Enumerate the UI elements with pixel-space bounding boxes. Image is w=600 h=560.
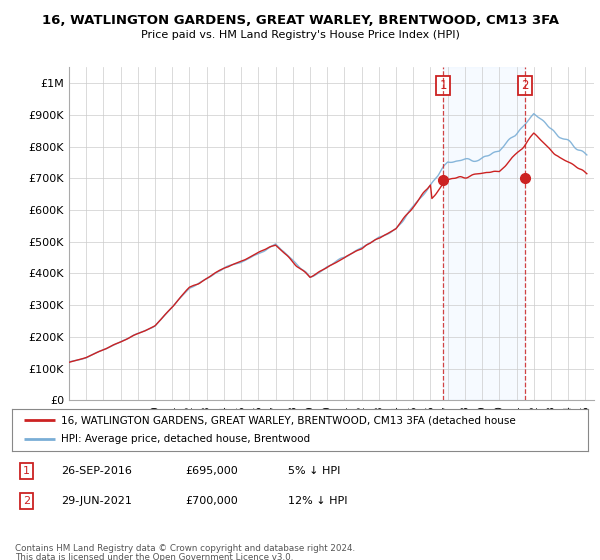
Text: 26-SEP-2016: 26-SEP-2016 [61,466,132,476]
Bar [443,67,525,400]
Text: £695,000: £695,000 [185,466,238,476]
Text: Contains HM Land Registry data © Crown copyright and database right 2024.: Contains HM Land Registry data © Crown c… [15,544,355,553]
Text: 1: 1 [23,466,30,476]
Text: 2: 2 [23,496,30,506]
Text: 1: 1 [439,79,447,92]
Text: Price paid vs. HM Land Registry's House Price Index (HPI): Price paid vs. HM Land Registry's House … [140,30,460,40]
Text: 5% ↓ HPI: 5% ↓ HPI [289,466,341,476]
Text: HPI: Average price, detached house, Brentwood: HPI: Average price, detached house, Bren… [61,435,310,445]
Text: 16, WATLINGTON GARDENS, GREAT WARLEY, BRENTWOOD, CM13 3FA: 16, WATLINGTON GARDENS, GREAT WARLEY, BR… [41,14,559,27]
Text: 2: 2 [521,79,529,92]
Text: 29-JUN-2021: 29-JUN-2021 [61,496,132,506]
Text: This data is licensed under the Open Government Licence v3.0.: This data is licensed under the Open Gov… [15,553,293,560]
Text: 16, WATLINGTON GARDENS, GREAT WARLEY, BRENTWOOD, CM13 3FA (detached house: 16, WATLINGTON GARDENS, GREAT WARLEY, BR… [61,415,516,425]
Text: £700,000: £700,000 [185,496,238,506]
Text: 12% ↓ HPI: 12% ↓ HPI [289,496,348,506]
